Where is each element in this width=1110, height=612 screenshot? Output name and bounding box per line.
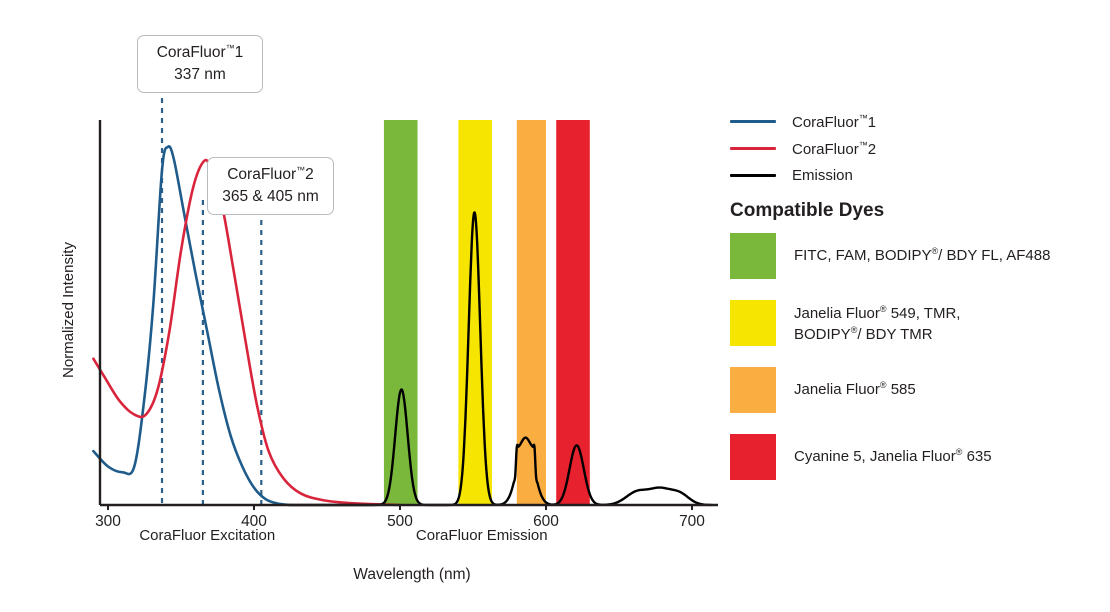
- region-label-excitation: CoraFluor Excitation: [139, 527, 276, 544]
- dye-label: Cyanine 5, Janelia Fluor® 635: [794, 434, 992, 467]
- region-label-emission: CoraFluor Emission: [415, 527, 548, 544]
- dye-item-3: Cyanine 5, Janelia Fluor® 635: [730, 434, 1105, 480]
- spectra-plot: 300 400 500 600 700 CoraFluor Excitation CoraF…: [92, 88, 718, 544]
- curve-corafluor1: [92, 145, 292, 507]
- legend-item-1: CoraFluor™2: [730, 135, 1100, 162]
- legend-item-label: CoraFluor™2: [792, 139, 877, 158]
- orange-band: [516, 120, 546, 505]
- legend-item-label: Emission: [792, 167, 853, 184]
- compatible-dyes-title: Compatible Dyes: [730, 200, 885, 221]
- dye-label-line: Janelia Fluor® 585: [794, 380, 916, 398]
- x-tick-label-600: 600: [533, 513, 559, 530]
- dye-color-swatch: [730, 367, 776, 413]
- x-tick-label-400: 400: [241, 513, 267, 530]
- dye-item-1: Janelia Fluor® 549, TMR, BODIPY®/ BDY TMR: [730, 300, 1105, 346]
- plot-svg: [92, 88, 718, 510]
- dye-label-line: FITC, FAM, BODIPY®/ BDY FL, AF488: [794, 246, 1051, 264]
- dye-label-line: BODIPY®/ BDY TMR: [794, 325, 933, 344]
- dye-color-swatch: [730, 233, 776, 279]
- legend-item-0: CoraFluor™1: [730, 108, 1100, 135]
- dye-label-line: Cyanine 5, Janelia Fluor® 635: [794, 447, 992, 465]
- curve-emission: [289, 211, 713, 507]
- callout1-line1: CoraFluor™1: [156, 43, 244, 62]
- series-legend: CoraFluor™1 CoraFluor™2 Emission: [730, 108, 1100, 189]
- dye-color-swatch: [730, 434, 776, 480]
- legend-line-swatch: [730, 147, 776, 150]
- compatible-dyes-list: FITC, FAM, BODIPY®/ BDY FL, AF488 Janelia…: [730, 233, 1105, 501]
- dye-color-swatch: [730, 300, 776, 346]
- dye-label-line: Janelia Fluor® 549, TMR,: [794, 304, 961, 322]
- callout-corafluor2: CoraFluor™2 365 & 405 nm: [207, 157, 334, 215]
- x-axis-title: Wavelength (nm): [353, 566, 471, 583]
- legend-item-2: Emission: [730, 162, 1100, 189]
- dye-item-2: Janelia Fluor® 585: [730, 367, 1105, 413]
- green-band: [383, 120, 418, 505]
- callout-corafluor1: CoraFluor™1 337 nm: [137, 35, 263, 93]
- x-tick-label-300: 300: [95, 513, 121, 530]
- dye-item-0: FITC, FAM, BODIPY®/ BDY FL, AF488: [730, 233, 1105, 279]
- legend-line-swatch: [730, 174, 776, 177]
- dye-label: FITC, FAM, BODIPY®/ BDY FL, AF488: [794, 233, 1050, 266]
- dye-label: Janelia Fluor® 585: [794, 367, 916, 400]
- red-band: [556, 120, 590, 505]
- y-axis-title: Normalized Intensity: [60, 242, 77, 378]
- dye-label: Janelia Fluor® 549, TMR, BODIPY®/ BDY TMR: [794, 300, 960, 346]
- callout2-line2: 365 & 405 nm: [222, 187, 319, 205]
- legend-item-label: CoraFluor™1: [792, 112, 877, 131]
- callout2-line1: CoraFluor™2: [227, 165, 314, 184]
- callout1-line2: 337 nm: [174, 65, 226, 83]
- x-tick-label-700: 700: [679, 513, 705, 530]
- x-tick-label-500: 500: [387, 513, 413, 530]
- legend-line-swatch: [730, 120, 776, 123]
